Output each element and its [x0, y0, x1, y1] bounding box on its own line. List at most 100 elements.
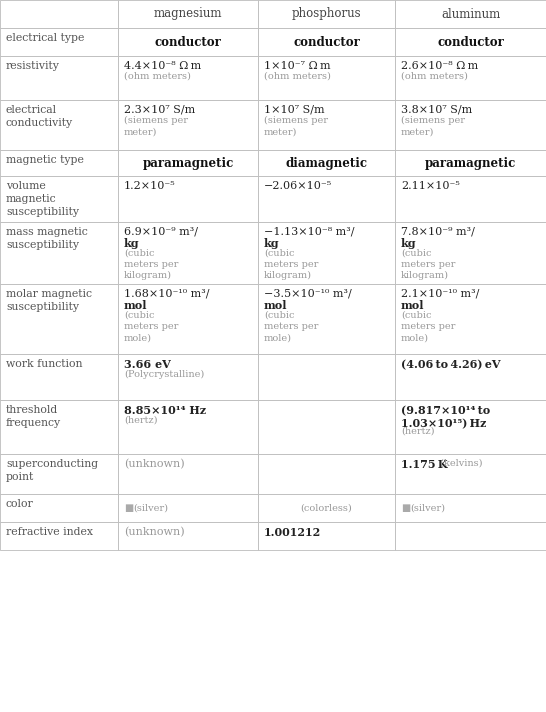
- Text: 2.1×10⁻¹⁰ m³/: 2.1×10⁻¹⁰ m³/: [401, 289, 479, 299]
- Text: (siemens per
meter): (siemens per meter): [124, 116, 188, 136]
- Bar: [118, 354, 258, 400]
- Text: −1.13×10⁻⁸ m³/: −1.13×10⁻⁸ m³/: [264, 227, 354, 237]
- Bar: [395, 0, 546, 28]
- Text: superconducting
point: superconducting point: [6, 459, 98, 482]
- Bar: [258, 150, 395, 176]
- Text: mol: mol: [124, 300, 147, 311]
- Text: 6.9×10⁻⁹ m³/: 6.9×10⁻⁹ m³/: [124, 227, 198, 237]
- Text: 3.8×10⁷ S/m: 3.8×10⁷ S/m: [401, 105, 472, 115]
- Text: 1.68×10⁻¹⁰ m³/: 1.68×10⁻¹⁰ m³/: [124, 289, 210, 299]
- Bar: [395, 400, 546, 454]
- Text: −3.5×10⁻¹⁰ m³/: −3.5×10⁻¹⁰ m³/: [264, 289, 352, 299]
- Text: (ohm meters): (ohm meters): [264, 72, 331, 81]
- Text: (siemens per
meter): (siemens per meter): [401, 116, 465, 136]
- Text: electrical type: electrical type: [6, 33, 85, 43]
- Text: 1×10⁷ S/m: 1×10⁷ S/m: [264, 105, 325, 115]
- Bar: [0, 354, 118, 400]
- Bar: [258, 454, 395, 494]
- Text: 1.001212: 1.001212: [264, 527, 321, 538]
- Text: resistivity: resistivity: [6, 61, 60, 71]
- Bar: [118, 100, 258, 150]
- Bar: [0, 522, 118, 550]
- Text: 1.175 K: 1.175 K: [401, 459, 448, 470]
- Text: (cubic
meters per
mole): (cubic meters per mole): [264, 311, 318, 342]
- Text: kg: kg: [264, 238, 280, 249]
- Bar: [395, 494, 546, 522]
- Bar: [0, 28, 118, 56]
- Text: 2.6×10⁻⁸ Ω m: 2.6×10⁻⁸ Ω m: [401, 61, 478, 71]
- Bar: [395, 284, 546, 354]
- Bar: [118, 222, 258, 284]
- Bar: [395, 28, 546, 56]
- Text: threshold
frequency: threshold frequency: [6, 405, 61, 428]
- Text: (4.06 to 4.26) eV: (4.06 to 4.26) eV: [401, 359, 501, 370]
- Bar: [0, 150, 118, 176]
- Bar: [0, 222, 118, 284]
- Text: aluminum: aluminum: [441, 8, 500, 21]
- Bar: [395, 100, 546, 150]
- Text: (silver): (silver): [410, 503, 445, 513]
- Bar: [118, 150, 258, 176]
- Text: 1.2×10⁻⁵: 1.2×10⁻⁵: [124, 181, 176, 191]
- Bar: [258, 176, 395, 222]
- Text: volume
magnetic
susceptibility: volume magnetic susceptibility: [6, 181, 79, 217]
- Text: (colorless): (colorless): [301, 503, 352, 513]
- Bar: [0, 494, 118, 522]
- Bar: [118, 56, 258, 100]
- Text: 4.4×10⁻⁸ Ω m: 4.4×10⁻⁸ Ω m: [124, 61, 201, 71]
- Text: kg: kg: [401, 238, 417, 249]
- Bar: [118, 494, 258, 522]
- Bar: [395, 56, 546, 100]
- Text: (unknown): (unknown): [124, 459, 185, 469]
- Text: electrical
conductivity: electrical conductivity: [6, 105, 73, 128]
- Text: kg: kg: [124, 238, 140, 249]
- Bar: [395, 522, 546, 550]
- Text: work function: work function: [6, 359, 82, 369]
- Bar: [0, 176, 118, 222]
- Bar: [395, 222, 546, 284]
- Bar: [258, 400, 395, 454]
- Bar: [118, 284, 258, 354]
- Bar: [0, 454, 118, 494]
- Bar: [118, 0, 258, 28]
- Text: (Polycrystalline): (Polycrystalline): [124, 370, 204, 379]
- Text: paramagnetic: paramagnetic: [143, 157, 234, 169]
- Text: (ohm meters): (ohm meters): [401, 72, 468, 81]
- Text: 2.11×10⁻⁵: 2.11×10⁻⁵: [401, 181, 460, 191]
- Text: (cubic
meters per
kilogram): (cubic meters per kilogram): [401, 249, 455, 281]
- Text: (unknown): (unknown): [124, 527, 185, 538]
- Bar: [258, 284, 395, 354]
- Text: (9.817×10¹⁴ to
1.03×10¹⁵) Hz: (9.817×10¹⁴ to 1.03×10¹⁵) Hz: [401, 405, 490, 430]
- Text: (siemens per
meter): (siemens per meter): [264, 116, 328, 136]
- Text: conductor: conductor: [155, 36, 222, 48]
- Bar: [118, 522, 258, 550]
- Text: conductor: conductor: [293, 36, 360, 48]
- Text: 8.85×10¹⁴ Hz: 8.85×10¹⁴ Hz: [124, 405, 206, 416]
- Bar: [118, 454, 258, 494]
- Text: mol: mol: [401, 300, 424, 311]
- Bar: [258, 354, 395, 400]
- Bar: [0, 284, 118, 354]
- Text: 2.3×10⁷ S/m: 2.3×10⁷ S/m: [124, 105, 195, 115]
- Text: magnetic type: magnetic type: [6, 155, 84, 165]
- Text: mass magnetic
susceptibility: mass magnetic susceptibility: [6, 227, 88, 250]
- Text: color: color: [6, 499, 34, 509]
- Bar: [0, 56, 118, 100]
- Bar: [258, 494, 395, 522]
- Text: (silver): (silver): [133, 503, 168, 513]
- Bar: [395, 354, 546, 400]
- Text: (cubic
meters per
kilogram): (cubic meters per kilogram): [264, 249, 318, 281]
- Bar: [0, 0, 118, 28]
- Bar: [395, 454, 546, 494]
- Bar: [0, 400, 118, 454]
- Bar: [258, 56, 395, 100]
- Bar: [258, 222, 395, 284]
- Bar: [395, 150, 546, 176]
- Text: (hertz): (hertz): [401, 427, 435, 436]
- Bar: [258, 0, 395, 28]
- Text: molar magnetic
susceptibility: molar magnetic susceptibility: [6, 289, 92, 312]
- Bar: [118, 400, 258, 454]
- Bar: [258, 28, 395, 56]
- Text: 1×10⁻⁷ Ω m: 1×10⁻⁷ Ω m: [264, 61, 331, 71]
- Text: (cubic
meters per
mole): (cubic meters per mole): [401, 311, 455, 342]
